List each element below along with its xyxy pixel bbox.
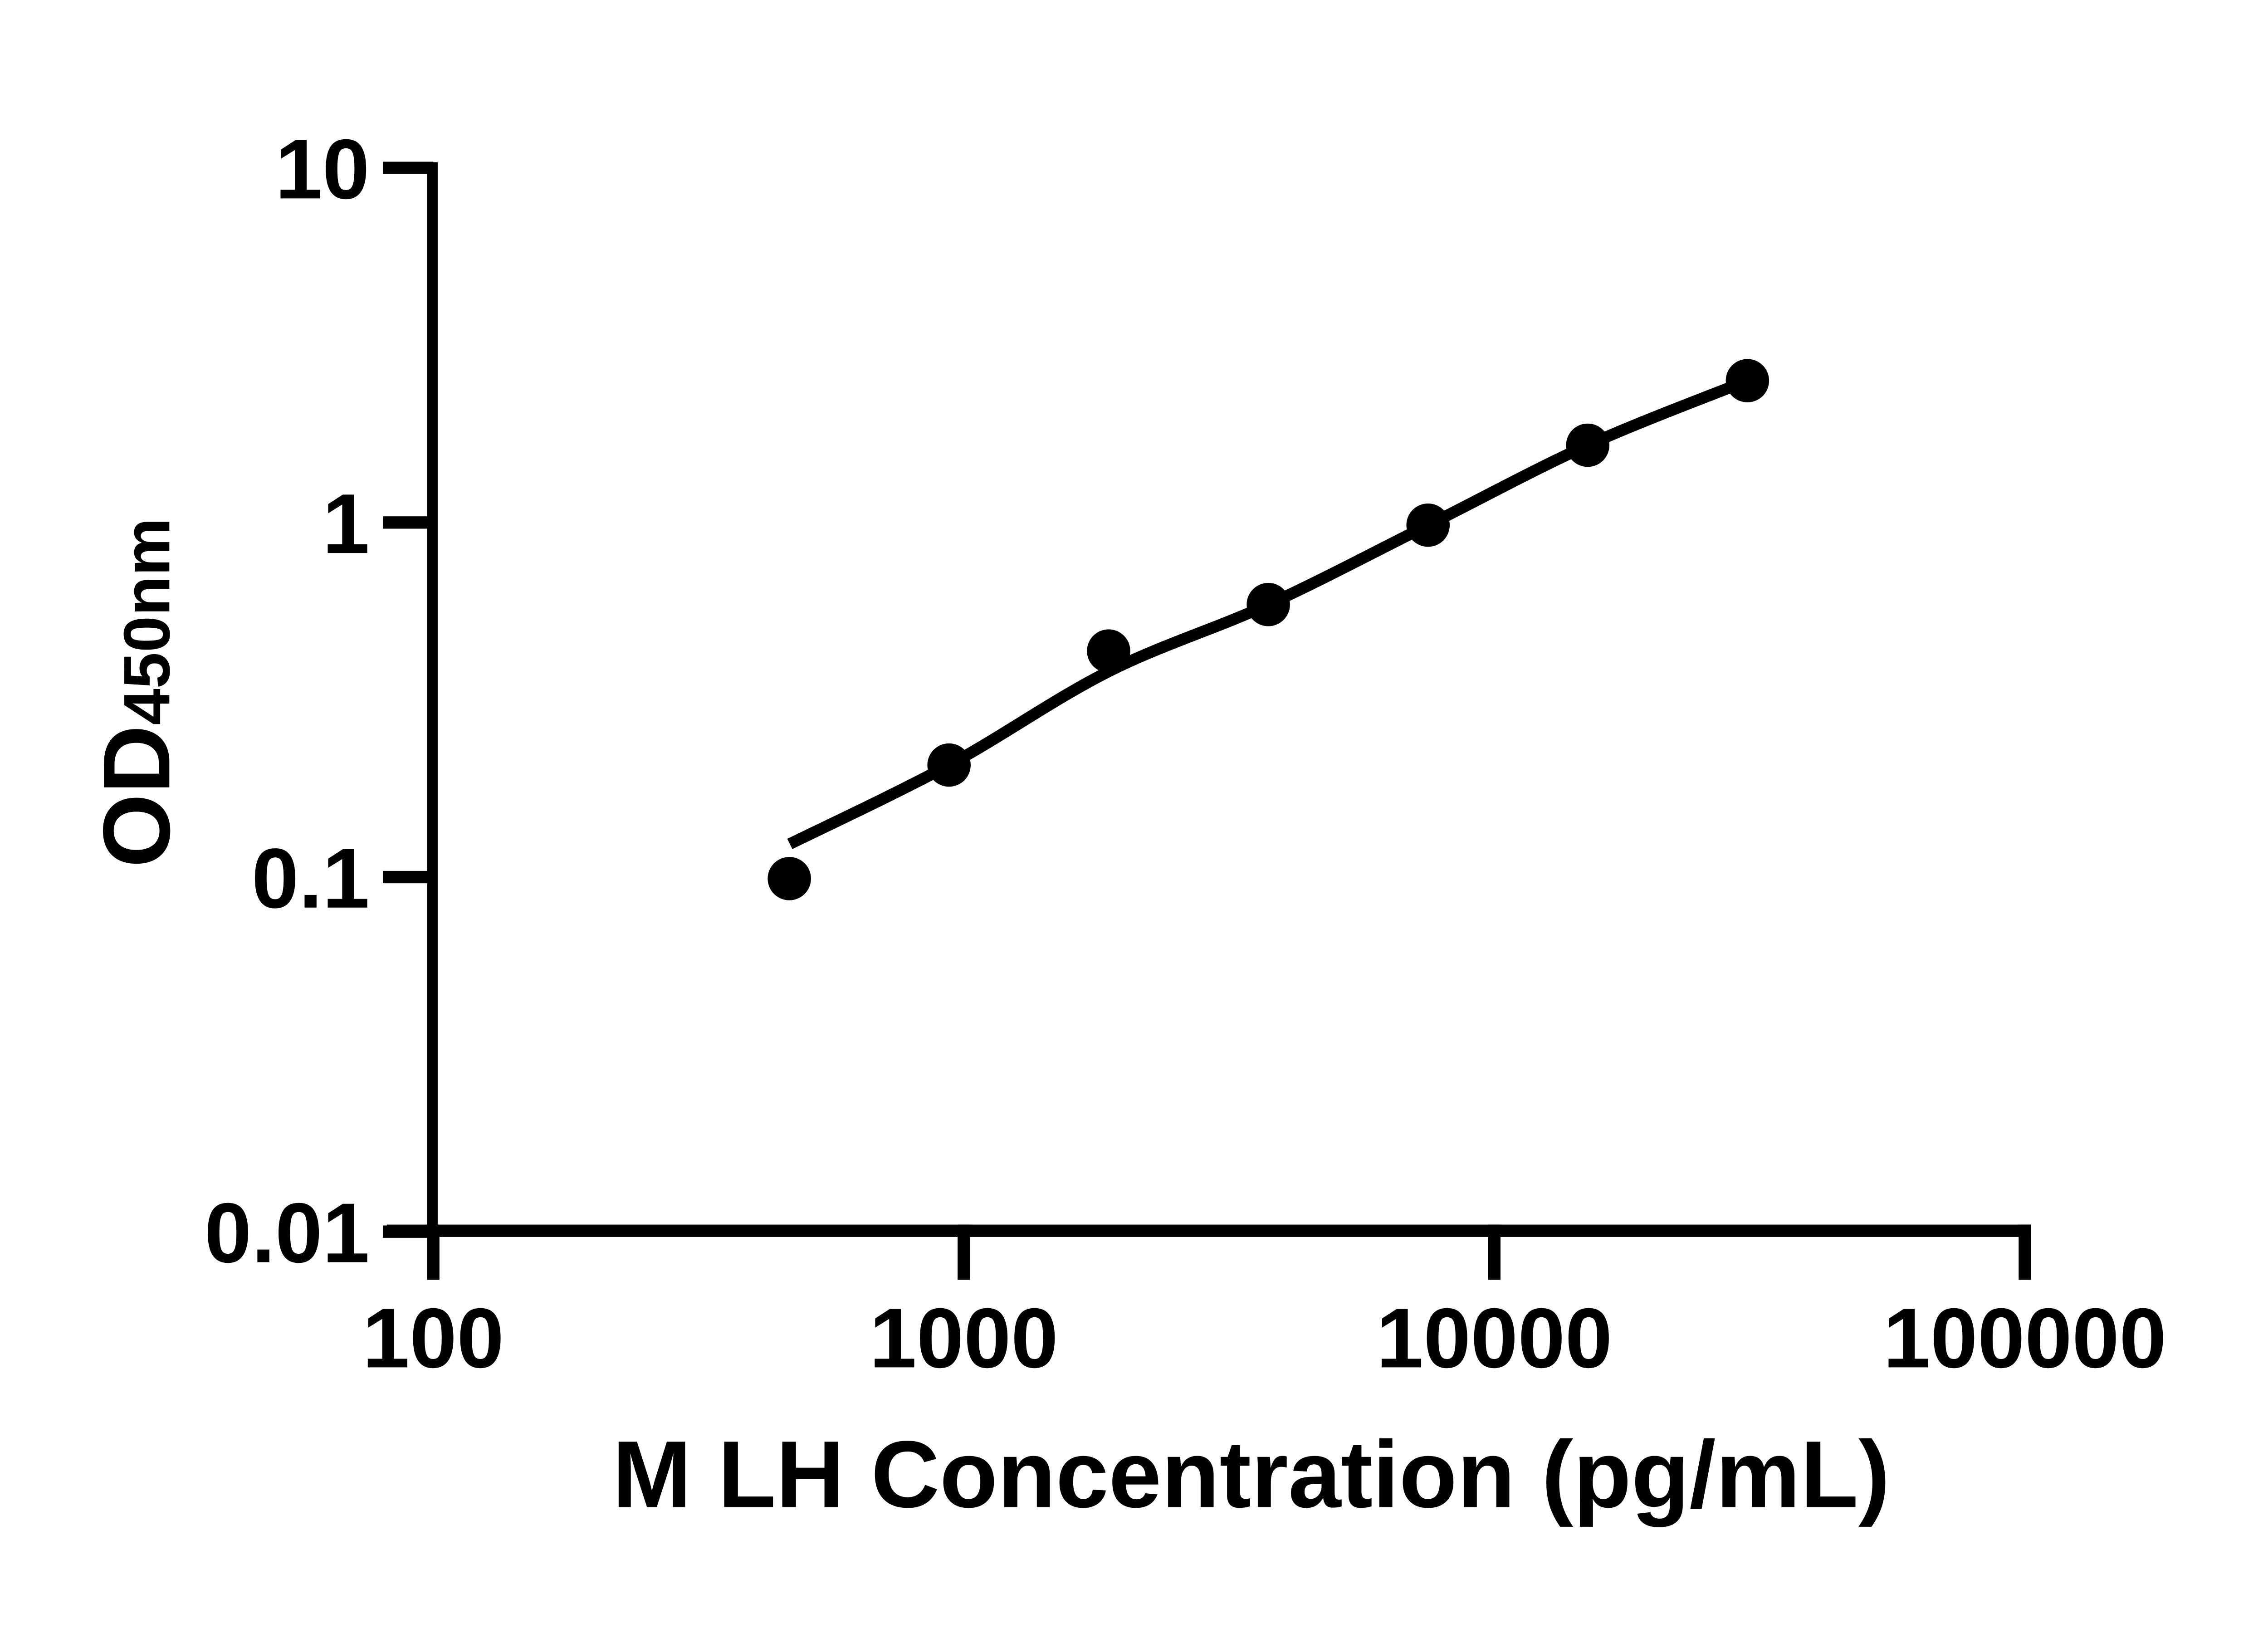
data-point-marker bbox=[1246, 582, 1290, 626]
y-axis-line bbox=[427, 162, 438, 1237]
data-point-marker bbox=[1406, 503, 1450, 547]
data-point-marker bbox=[1725, 359, 1769, 402]
y-tick bbox=[383, 161, 434, 174]
x-axis-title: M LH Concentration (pg/mL) bbox=[612, 1421, 1890, 1527]
plot-area: 0.01 0.1 1 10 100 1000 10000 100000 bbox=[205, 122, 2167, 1385]
y-tick bbox=[383, 870, 434, 884]
data-point-marker bbox=[1566, 423, 1610, 467]
x-tick bbox=[2019, 1224, 2031, 1280]
data-point-marker bbox=[767, 857, 811, 900]
y-tick-label: 0.01 bbox=[205, 1185, 370, 1280]
x-axis-line bbox=[386, 1224, 2031, 1237]
y-axis-title-main: OD bbox=[83, 725, 190, 867]
x-tick-label: 10000 bbox=[1376, 1291, 1612, 1385]
y-tick-label: 1 bbox=[323, 476, 370, 571]
x-tick bbox=[958, 1224, 970, 1280]
y-tick-label: 0.1 bbox=[252, 831, 370, 926]
data-point-marker bbox=[1087, 629, 1130, 673]
y-tick-label: 10 bbox=[275, 122, 370, 216]
x-tick-label: 100000 bbox=[1883, 1291, 2166, 1385]
y-axis-title-subscript: 450nm bbox=[110, 518, 183, 725]
x-tick-label: 100 bbox=[362, 1291, 504, 1385]
y-axis-title: OD450nm bbox=[83, 518, 190, 867]
x-tick bbox=[427, 1224, 440, 1280]
y-tick bbox=[383, 516, 434, 529]
x-tick bbox=[1488, 1224, 1501, 1280]
y-tick bbox=[383, 1225, 434, 1238]
x-tick-label: 1000 bbox=[870, 1291, 1058, 1385]
data-point-marker bbox=[927, 743, 971, 787]
